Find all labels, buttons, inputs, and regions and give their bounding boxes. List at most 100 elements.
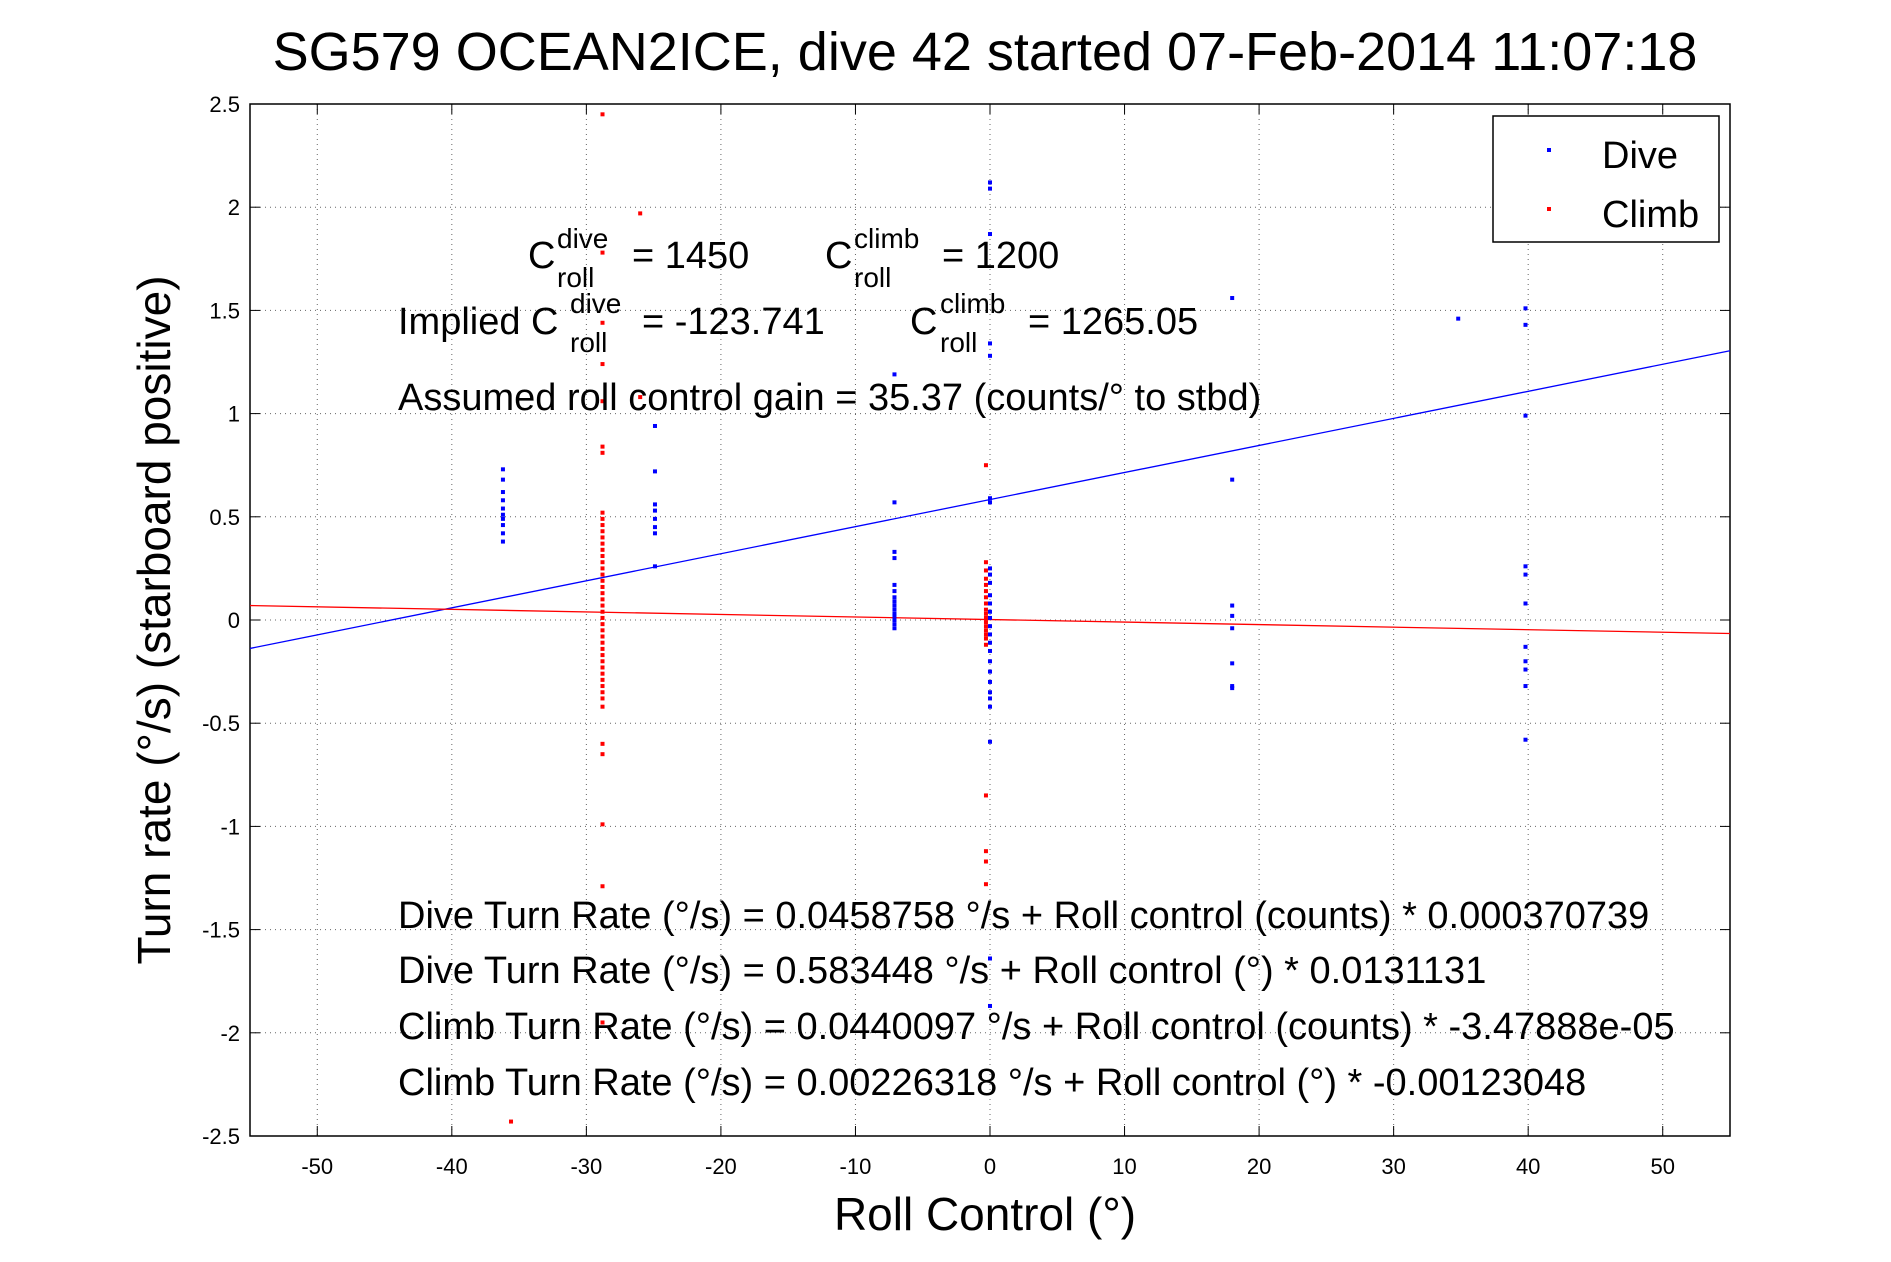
climb-point bbox=[600, 671, 605, 676]
dive-point bbox=[988, 186, 992, 191]
x-tick-label: -40 bbox=[436, 1154, 468, 1179]
dive-point bbox=[1230, 686, 1235, 691]
climb-point bbox=[600, 659, 605, 664]
y-tick-label: -1 bbox=[220, 814, 240, 839]
implied-climb-value: = 1265.05 bbox=[1028, 301, 1198, 343]
climb-point bbox=[600, 362, 605, 367]
climb-point bbox=[983, 576, 988, 581]
y-tick-label: 0.5 bbox=[209, 505, 240, 530]
dive-point bbox=[500, 467, 505, 472]
c-roll-climb-c: C bbox=[825, 235, 852, 277]
dive-point bbox=[892, 556, 897, 561]
climb-point bbox=[600, 450, 605, 455]
implied-dive-prefix: Implied C bbox=[398, 301, 559, 343]
dive-point bbox=[988, 739, 992, 744]
dive-point bbox=[1523, 667, 1528, 672]
x-axis-label: Roll Control (°) bbox=[834, 1188, 1136, 1240]
x-tick-label: -10 bbox=[840, 1154, 872, 1179]
climb-point bbox=[983, 859, 988, 864]
dive-point bbox=[1523, 322, 1528, 327]
climb-point bbox=[600, 634, 605, 639]
climb-point bbox=[600, 523, 605, 528]
climb-point bbox=[983, 601, 988, 606]
climb-point bbox=[600, 572, 605, 577]
dive-point bbox=[500, 506, 505, 511]
climb-point bbox=[600, 444, 605, 449]
climb-point bbox=[983, 463, 988, 468]
climb-point bbox=[600, 112, 605, 117]
dive-point bbox=[892, 618, 897, 622]
climb-point bbox=[600, 529, 605, 534]
equation-4: Climb Turn Rate (°/s) = 0.00226318 °/s +… bbox=[398, 1062, 1586, 1104]
climb-point bbox=[600, 615, 605, 620]
climb-point bbox=[600, 628, 605, 633]
x-tick-label: 0 bbox=[984, 1154, 996, 1179]
implied-dive-annotation: Implied C dive roll = -123.741 bbox=[398, 288, 825, 358]
dive-point bbox=[988, 500, 992, 505]
climb-point bbox=[600, 696, 605, 701]
dive-point bbox=[892, 622, 897, 627]
climb-point bbox=[983, 589, 988, 594]
dive-point bbox=[652, 525, 657, 530]
dive-point bbox=[652, 469, 657, 474]
climb-point bbox=[600, 640, 605, 645]
dive-point bbox=[500, 498, 505, 503]
dive-point bbox=[988, 232, 992, 237]
x-tick-label: -30 bbox=[570, 1154, 602, 1179]
x-tick-label: 10 bbox=[1112, 1154, 1136, 1179]
y-tick-label: -2.5 bbox=[202, 1124, 240, 1149]
climb-point bbox=[983, 632, 988, 637]
climb-point bbox=[600, 250, 605, 255]
dive-point bbox=[988, 690, 992, 695]
dive-point bbox=[988, 180, 992, 185]
climb-point bbox=[600, 560, 605, 565]
dive-point bbox=[988, 593, 992, 598]
dive-point bbox=[988, 609, 992, 614]
legend-climb-marker bbox=[1547, 207, 1551, 211]
dive-point bbox=[1230, 661, 1235, 666]
climb-point bbox=[600, 510, 605, 515]
dive-point bbox=[1230, 477, 1235, 482]
dive-point bbox=[892, 599, 897, 604]
legend: Dive Climb bbox=[1492, 115, 1720, 243]
dive-point bbox=[500, 523, 505, 528]
dive-point bbox=[988, 956, 992, 961]
dive-point bbox=[988, 669, 992, 674]
dive-point bbox=[892, 603, 897, 608]
dive-point bbox=[652, 502, 657, 507]
dive-point bbox=[892, 372, 897, 377]
climb-point bbox=[600, 541, 605, 546]
dive-point bbox=[652, 516, 657, 521]
climb-point bbox=[600, 320, 605, 325]
climb-point bbox=[983, 611, 988, 616]
dive-point bbox=[1523, 601, 1528, 606]
climb-point bbox=[600, 399, 605, 404]
x-tick-label: 40 bbox=[1516, 1154, 1540, 1179]
x-tick-label: 20 bbox=[1247, 1154, 1271, 1179]
dive-point bbox=[1523, 644, 1528, 649]
dive-point bbox=[988, 704, 992, 709]
y-tick-label: 1.5 bbox=[209, 298, 240, 323]
climb-point bbox=[983, 849, 988, 854]
dive-point bbox=[892, 595, 897, 600]
climb-point bbox=[983, 607, 988, 612]
y-tick-label: -2 bbox=[220, 1021, 240, 1046]
dive-point bbox=[1456, 316, 1461, 321]
c-roll-dive-sub: roll bbox=[557, 262, 594, 293]
legend-climb-label: Climb bbox=[1602, 194, 1699, 236]
x-tick-label: 30 bbox=[1381, 1154, 1405, 1179]
dive-point bbox=[500, 477, 505, 482]
climb-point bbox=[983, 615, 988, 620]
dive-point bbox=[652, 508, 657, 513]
climb-point bbox=[600, 684, 605, 689]
x-tick-label: -20 bbox=[705, 1154, 737, 1179]
implied-dive-sub: roll bbox=[570, 327, 607, 358]
dive-point bbox=[988, 353, 992, 358]
climb-point bbox=[600, 554, 605, 559]
legend-dive-marker bbox=[1547, 148, 1551, 152]
climb-point bbox=[600, 665, 605, 670]
dive-point bbox=[1230, 296, 1235, 301]
equation-1: Dive Turn Rate (°/s) = 0.0458758 °/s + R… bbox=[398, 895, 1649, 937]
c-roll-dive-sup: dive bbox=[557, 223, 608, 254]
dive-point bbox=[1230, 603, 1235, 608]
